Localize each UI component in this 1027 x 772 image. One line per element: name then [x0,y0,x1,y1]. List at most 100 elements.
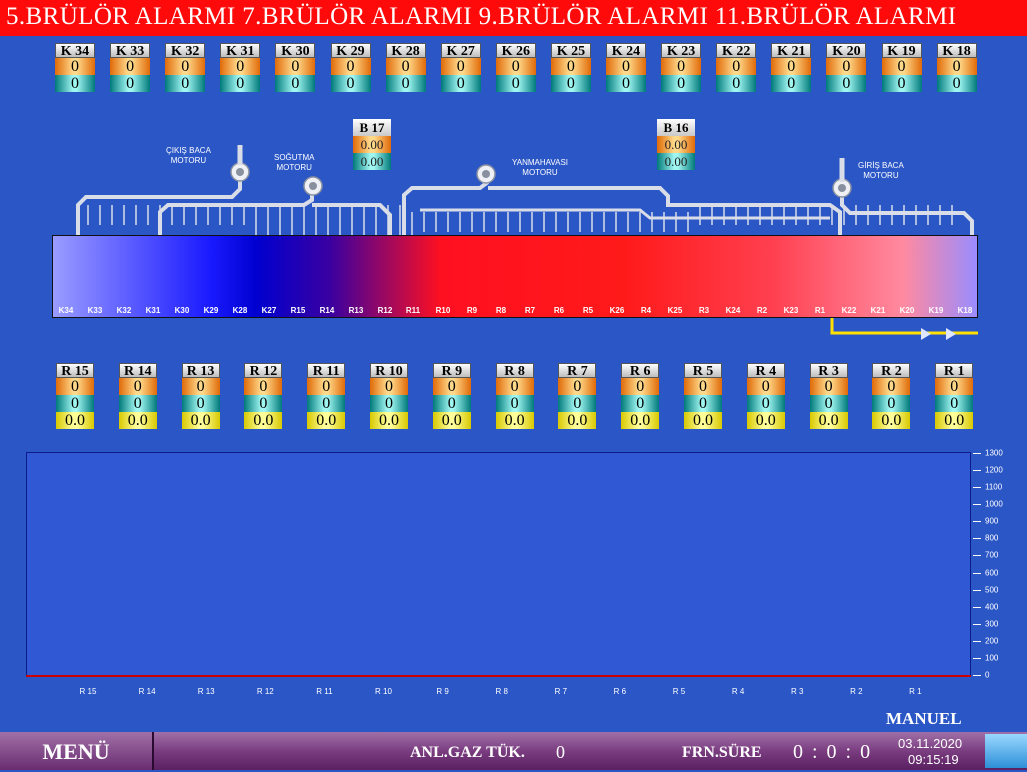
fan-hub-icon [482,170,490,178]
y-tick-mark [973,555,981,557]
k-sensor-tag[interactable]: K 33 0 0 [110,43,151,92]
r-sensor-tag[interactable]: R 11 0 0 0.0 [307,363,346,429]
k-sensor-label: K 24 [606,43,646,59]
r-sensor-label: R 1 [935,363,974,379]
r-sensor-label: R 12 [244,363,283,379]
r-sensor-value-2: 0 [935,395,974,412]
k-sensor-tag[interactable]: K 31 0 0 [220,43,261,92]
r-sensor-tag[interactable]: R 8 0 0 0.0 [495,363,534,429]
b-sensor-tag[interactable]: B 16 0.00 0.00 [657,119,695,170]
k-sensor-value-1: 0 [771,58,812,75]
y-tick-mark [973,623,981,625]
r-sensor-tag[interactable]: R 10 0 0 0.0 [370,363,408,429]
r-sensor-tag[interactable]: R 13 0 0 0.0 [181,363,220,429]
r-sensor-tag[interactable]: R 15 0 0 0.0 [56,363,94,429]
r-sensor-tag[interactable]: R 12 0 0 0.0 [244,363,283,429]
r-sensor-label: R 3 [809,363,848,379]
zone-label: R3 [698,306,710,315]
r-sensor-value-2: 0 [432,395,471,412]
r-sensor-value-3: 0.0 [244,412,283,429]
k-sensor-tag[interactable]: K 29 0 0 [330,43,371,92]
zone-label: K23 [783,306,799,315]
chart-plot-area [27,453,972,677]
x-tick-label: R 12 [256,687,274,696]
k-sensor-value-1: 0 [440,58,481,75]
k-sensor-tag[interactable]: K 24 0 0 [606,43,646,92]
combustion-motor-label: YANMAHAVASI MOTORU [512,158,569,177]
r-sensor-tag[interactable]: R 5 0 0 0.0 [684,363,722,429]
r-sensor-value-1: 0 [621,378,660,395]
k-sensor-tag[interactable]: K 19 0 0 [881,43,922,92]
k-sensor-tag[interactable]: K 20 0 0 [826,43,867,92]
k-sensor-label: K 32 [165,43,206,59]
r-sensor-label: R 8 [495,363,534,379]
r-sensor-tag[interactable]: R 2 0 0 0.0 [872,363,911,429]
x-tick-label: R 10 [375,687,392,696]
k-sensor-label: K 33 [110,43,151,59]
k-sensor-value-1: 0 [165,58,206,75]
y-tick-label: 1000 [985,499,1003,509]
k-sensor-label: K 20 [826,43,867,59]
k-sensor-tag[interactable]: K 30 0 0 [275,43,316,92]
r-sensor-label: R 9 [432,363,471,379]
zone-label: K33 [87,306,103,315]
y-tick-mark [973,470,981,472]
k-sensor-tag[interactable]: K 28 0 0 [385,43,426,92]
r-sensor-tag[interactable]: R 3 0 0 0.0 [809,363,848,429]
b-sensor-tag[interactable]: B 17 0.00 0.00 [353,119,391,170]
k-sensor-tag[interactable]: K 25 0 0 [550,43,591,92]
r-sensor-tag[interactable]: R 6 0 0 0.0 [621,363,660,429]
y-tick-label: 1300 [985,448,1003,458]
k-sensor-value-2: 0 [275,75,316,92]
zone-label: K28 [232,306,248,315]
k-sensor-tag[interactable]: K 34 0 0 [55,43,95,92]
k-sensor-label: K 28 [385,43,426,59]
chart-baseline [26,675,971,677]
r-sensor-tag[interactable]: R 9 0 0 0.0 [432,363,471,429]
r-sensor-tag[interactable]: R 14 0 0 0.0 [118,363,157,429]
r-sensor-value-2: 0 [370,395,408,412]
zone-label: R11 [405,306,421,315]
k-sensor-label: K 26 [495,43,536,59]
zone-label: R2 [756,306,768,315]
k-sensor-tag[interactable]: K 23 0 0 [661,43,702,92]
fan-hub-icon [838,184,846,192]
y-tick-label: 400 [985,602,999,612]
cooling-motor-label: SOĞUTMA MOTORU [274,153,315,172]
x-tick-label: R 13 [197,687,215,696]
intake-pipe [840,178,974,235]
zone-label: R1 [814,306,826,315]
r-sensor-tag[interactable]: R 4 0 0 0.0 [746,363,785,429]
k-sensor-value-1: 0 [110,58,151,75]
y-tick-label: 1200 [985,465,1003,475]
exhaust-pipe [76,172,242,235]
r-sensor-value-3: 0.0 [118,412,157,429]
x-tick-label: R 8 [495,687,508,696]
k-sensor-label: K 23 [661,43,702,59]
r-sensor-value-2: 0 [621,395,660,412]
k-sensor-tag[interactable]: K 26 0 0 [495,43,536,92]
alarm-text: 5.BRÜLÖR ALARMI 7.BRÜLÖR ALARMI 9.BRÜLÖR… [6,3,957,30]
x-tick-label: R 15 [79,687,97,696]
r-sensor-value-1: 0 [118,378,157,395]
k-sensor-tag[interactable]: K 21 0 0 [771,43,812,92]
status-corner-button[interactable] [985,734,1027,768]
y-tick-mark [973,572,981,574]
y-tick-mark [973,504,981,506]
r-sensor-tag[interactable]: R 7 0 0 0.0 [558,363,597,429]
k-sensor-tag[interactable]: K 27 0 0 [440,43,481,92]
zone-label: K21 [870,306,886,315]
k-sensor-tag[interactable]: K 18 0 0 [936,43,977,92]
k-sensor-value-2: 0 [385,75,426,92]
y-tick-label: 700 [985,550,999,560]
k-sensor-tag[interactable]: K 32 0 0 [165,43,206,92]
gas-line [830,318,978,335]
r-sensor-value-2: 0 [495,395,534,412]
zone-label: R8 [495,306,507,315]
menu-button[interactable]: MENÜ [0,732,154,770]
zone-label: K25 [667,306,683,315]
k-sensor-tag[interactable]: K 22 0 0 [716,43,757,92]
r-sensor-value-3: 0.0 [495,412,534,429]
k-sensor-value-1: 0 [716,58,757,75]
r-sensor-tag[interactable]: R 1 0 0 0.0 [935,363,974,429]
